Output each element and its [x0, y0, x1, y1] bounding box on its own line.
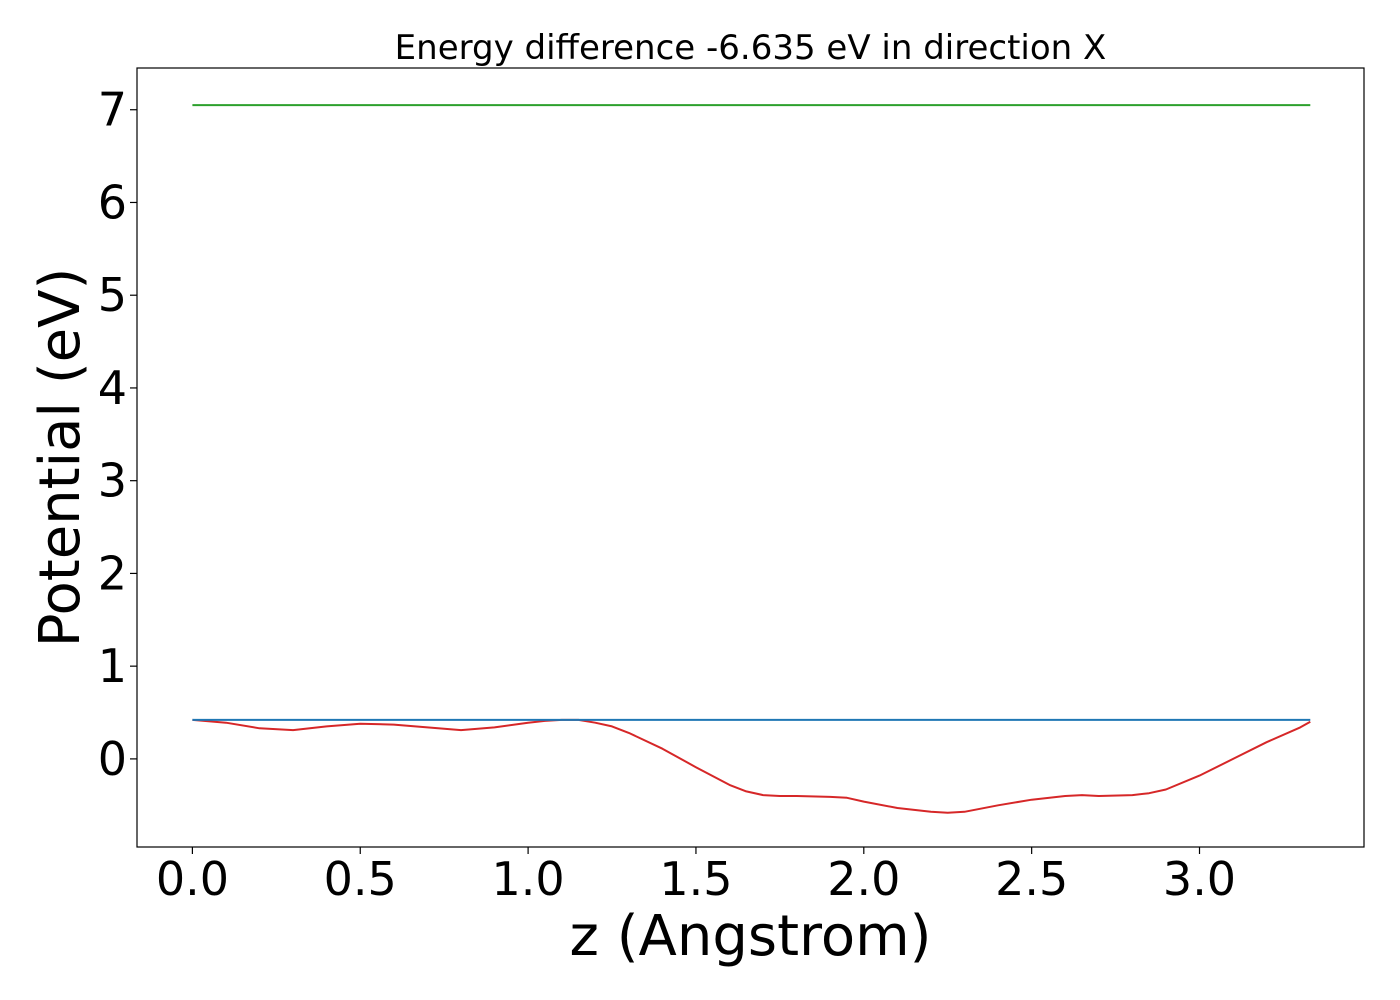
x-tick-label: 3.0 [1163, 852, 1236, 906]
x-axis-title: z (Angstrom) [570, 904, 932, 969]
y-tick-label: 3 [98, 454, 127, 508]
y-axis: 0 1 2 3 4 5 6 7 [98, 83, 137, 786]
x-axis: 0.0 0.5 1.0 1.5 2.0 2.5 3.0 [156, 847, 1236, 906]
y-tick-label: 7 [98, 83, 127, 137]
y-axis-title: Potential (eV) [28, 268, 93, 648]
x-tick-label: 2.5 [995, 852, 1068, 906]
y-tick-label: 1 [98, 639, 127, 693]
chart-title: Energy difference -6.635 eV in direction… [395, 28, 1107, 68]
x-tick-label: 1.5 [659, 852, 732, 906]
x-tick-label: 0.0 [156, 852, 229, 906]
x-tick-label: 1.0 [492, 852, 565, 906]
x-tick-label: 0.5 [324, 852, 397, 906]
series-line-1 [192, 718, 1311, 814]
y-tick-label: 0 [98, 732, 127, 786]
y-tick-label: 2 [98, 546, 127, 600]
y-tick-label: 4 [98, 361, 127, 415]
plot-frame [136, 67, 1365, 848]
series-group [192, 104, 1311, 814]
y-tick-label: 5 [98, 268, 127, 322]
x-tick-label: 2.0 [827, 852, 900, 906]
y-tick-label: 6 [98, 175, 127, 229]
